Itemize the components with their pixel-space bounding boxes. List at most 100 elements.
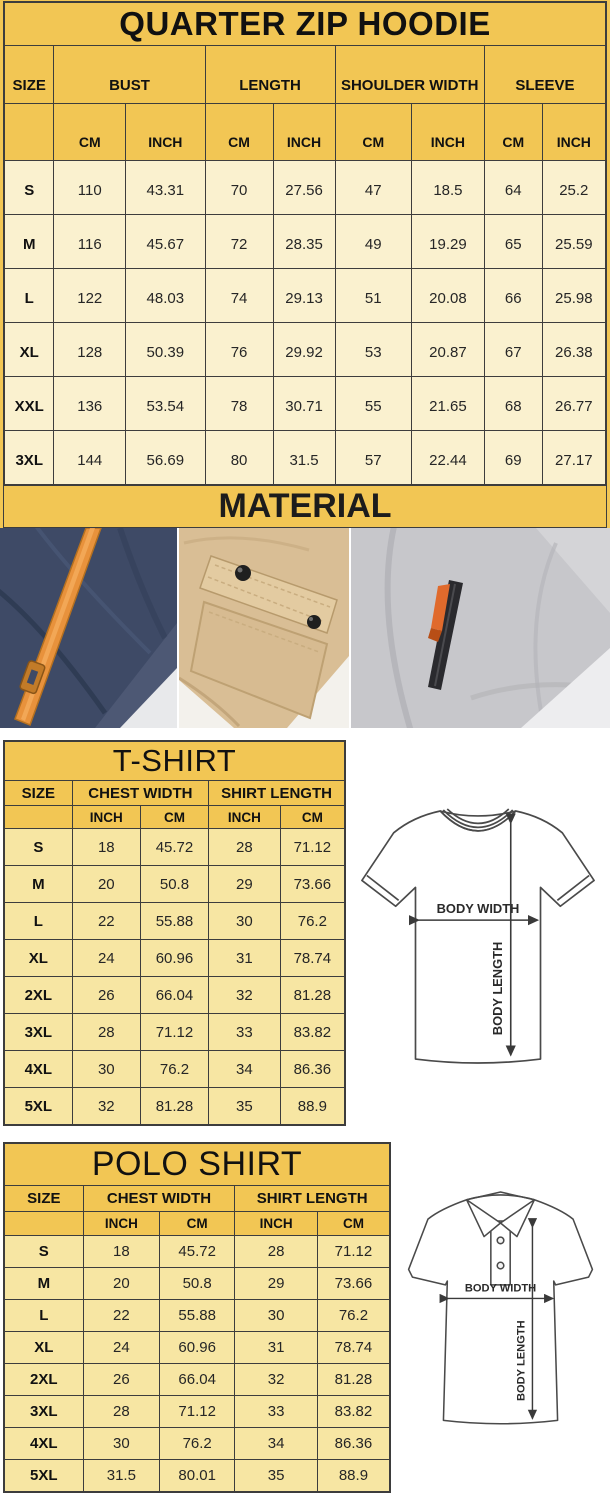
table-row: L 22 55.88 30 76.2 (3, 1299, 391, 1332)
measurement-value: 86.36 (279, 1050, 346, 1088)
measurement-value: 73.66 (279, 865, 346, 903)
measurement-value: 48.03 (125, 268, 206, 323)
column-header-chest-width: CHEST WIDTH (71, 780, 210, 806)
size-label: 2XL (3, 976, 73, 1014)
size-label: M (3, 1267, 84, 1300)
measurement-value: 19.29 (411, 214, 485, 269)
measurement-value: 32 (208, 976, 281, 1014)
measurement-value: 18.5 (411, 160, 485, 215)
measurement-value: 20 (82, 1267, 161, 1300)
size-label: S (3, 1235, 84, 1268)
body-length-label: BODY LENGTH (490, 942, 505, 1035)
hoodie-table-title: QUARTER ZIP HOODIE (3, 1, 607, 46)
table-row: S 18 45.72 28 71.12 (3, 828, 346, 866)
column-header-size: SIZE (3, 45, 55, 104)
column-header-length: LENGTH (204, 45, 336, 104)
body-width-arrow: BODY WIDTH (408, 901, 540, 926)
gray-fabric-image (351, 528, 610, 728)
measurement-value: 57 (334, 430, 413, 486)
table-row: XL 24 60.96 31 78.74 (3, 1331, 391, 1364)
measurement-value: 86.36 (316, 1427, 391, 1460)
measurement-value: 66.04 (139, 976, 210, 1014)
measurement-value: 34 (208, 1050, 281, 1088)
table-row: L 122 48.03 74 29.13 51 20.08 66 25.98 (3, 268, 607, 323)
table-row: XXL 136 53.54 78 30.71 55 21.65 68 26.77 (3, 376, 607, 431)
measurement-value: 25.59 (541, 214, 607, 269)
tshirt-table-title: T-SHIRT (3, 740, 346, 781)
measurement-value: 122 (53, 268, 127, 323)
measurement-value: 88.9 (279, 1087, 346, 1126)
measurement-value: 81.28 (316, 1363, 391, 1396)
measurement-value: 26.38 (541, 322, 607, 377)
size-label: XL (3, 1331, 84, 1364)
measurement-value: 45.67 (125, 214, 206, 269)
measurement-value: 34 (234, 1427, 318, 1460)
size-label: 4XL (3, 1050, 73, 1088)
table-row: XL 128 50.39 76 29.92 53 20.87 67 26.38 (3, 322, 607, 377)
unit-header: CM (159, 1211, 236, 1236)
size-label: 3XL (3, 1395, 84, 1428)
measurement-value: 81.28 (279, 976, 346, 1014)
measurement-value: 80.01 (159, 1459, 236, 1493)
size-label: 3XL (3, 430, 55, 486)
measurement-value: 81.28 (139, 1087, 210, 1126)
size-label: 3XL (3, 1013, 73, 1051)
measurement-value: 22.44 (411, 430, 485, 486)
tshirt-group-header-row: SIZE CHEST WIDTH SHIRT LENGTH (3, 780, 346, 806)
polo-outline (407, 1191, 593, 1425)
unit-header: CM (316, 1211, 391, 1236)
measurement-value: 29 (208, 865, 281, 903)
size-label: M (3, 214, 55, 269)
unit-header: INCH (272, 103, 336, 161)
measurement-value: 76.2 (279, 902, 346, 940)
size-label: 2XL (3, 1363, 84, 1396)
column-header-chest-width: CHEST WIDTH (82, 1185, 236, 1212)
measurement-value: 55.88 (159, 1299, 236, 1332)
material-photo-khaki-pocket (179, 528, 349, 728)
table-row: 3XL 144 56.69 80 31.5 57 22.44 69 27.17 (3, 430, 607, 486)
measurement-value: 71.12 (316, 1235, 391, 1268)
measurement-value: 18 (71, 828, 141, 866)
measurement-value: 25.98 (541, 268, 607, 323)
measurement-value: 51 (334, 268, 413, 323)
size-label: 4XL (3, 1427, 84, 1460)
body-length-label: BODY LENGTH (515, 1320, 527, 1401)
measurement-value: 32 (71, 1087, 141, 1126)
measurement-value: 71.12 (279, 828, 346, 866)
tshirt-table-body: S 18 45.72 28 71.12 M 20 50.8 29 73.66 L 22 55.88 30 7… (3, 828, 346, 1126)
column-header-shirt-length: SHIRT LENGTH (208, 780, 346, 806)
table-row: M 116 45.67 72 28.35 49 19.29 65 25.59 (3, 214, 607, 269)
material-heading: MATERIAL (3, 486, 607, 528)
measurement-value: 26.77 (541, 376, 607, 431)
hoodie-group-header-row: SIZE BUST LENGTH SHOULDER WIDTH SLEEVE (3, 45, 607, 104)
measurement-value: 53 (334, 322, 413, 377)
measurement-value: 71.12 (139, 1013, 210, 1051)
table-row: 2XL 26 66.04 32 81.28 (3, 1363, 391, 1396)
measurement-value: 31 (208, 939, 281, 977)
measurement-value: 27.17 (541, 430, 607, 486)
table-row: 3XL 28 71.12 33 83.82 (3, 1013, 346, 1051)
hoodie-size-table: QUARTER ZIP HOODIE SIZE BUST LENGTH SHOU… (3, 1, 607, 486)
measurement-value: 70 (204, 160, 274, 215)
unit-header: CM (139, 805, 210, 829)
measurement-value: 33 (234, 1395, 318, 1428)
table-row: 4XL 30 76.2 34 86.36 (3, 1050, 346, 1088)
measurement-value: 72 (204, 214, 274, 269)
tshirt-diagram: BODY WIDTH BODY LENGTH (361, 808, 595, 1064)
measurement-value: 30 (234, 1299, 318, 1332)
unit-header: INCH (71, 805, 141, 829)
measurement-value: 136 (53, 376, 127, 431)
measurement-value: 31.5 (272, 430, 336, 486)
measurement-value: 45.72 (139, 828, 210, 866)
measurement-value: 55.88 (139, 902, 210, 940)
measurement-value: 43.31 (125, 160, 206, 215)
measurement-value: 65 (483, 214, 543, 269)
measurement-value: 83.82 (316, 1395, 391, 1428)
measurement-value: 66 (483, 268, 543, 323)
column-header-shoulder-width: SHOULDER WIDTH (334, 45, 485, 104)
measurement-value: 30 (71, 1050, 141, 1088)
tshirt-unit-header-row: INCH CM INCH CM (3, 805, 346, 829)
measurement-value: 83.82 (279, 1013, 346, 1051)
unit-header: CM (483, 103, 543, 161)
